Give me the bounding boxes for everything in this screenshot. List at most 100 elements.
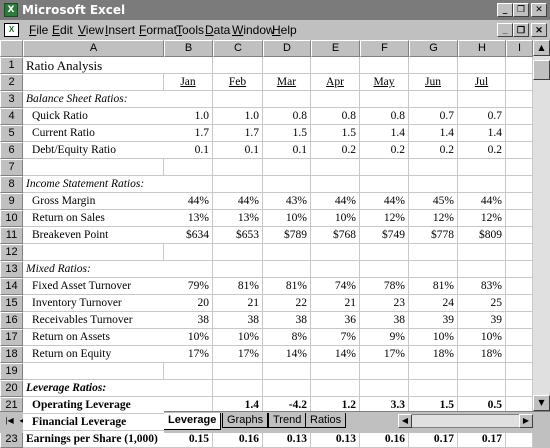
cell-F5[interactable]: 1.4 — [360, 125, 409, 142]
cell-D6[interactable]: 0.1 — [263, 142, 311, 159]
cell-F8[interactable] — [360, 176, 409, 193]
row-header-4[interactable]: 4 — [0, 108, 23, 125]
cell-I1[interactable] — [506, 57, 533, 74]
cell-E4[interactable]: 0.8 — [311, 108, 360, 125]
menu-insert[interactable]: Insert — [105, 23, 136, 37]
column-header-G[interactable]: G — [409, 40, 458, 57]
cell-F16[interactable]: 38 — [360, 312, 409, 329]
cell-F20[interactable] — [360, 380, 409, 397]
cell-H3[interactable] — [458, 91, 506, 108]
cell-D20[interactable] — [263, 380, 311, 397]
cell-D18[interactable]: 14% — [263, 346, 311, 363]
cell-C16[interactable]: 38 — [213, 312, 263, 329]
cell-F14[interactable]: 78% — [360, 278, 409, 295]
cell-I17[interactable] — [506, 329, 533, 346]
cell-E3[interactable] — [311, 91, 360, 108]
column-header-I[interactable]: I — [506, 40, 533, 57]
close-icon[interactable]: ✕ — [531, 3, 547, 17]
cell-E11[interactable]: $768 — [311, 227, 360, 244]
cell-F15[interactable]: 23 — [360, 295, 409, 312]
cell-A18[interactable]: Return on Equity — [23, 346, 164, 363]
cell-F18[interactable]: 17% — [360, 346, 409, 363]
cell-G20[interactable] — [409, 380, 458, 397]
cell-A8[interactable]: Income Statement Ratios: — [23, 176, 164, 193]
cell-D5[interactable]: 1.5 — [263, 125, 311, 142]
cell-A10[interactable]: Return on Sales — [23, 210, 164, 227]
cell-C6[interactable]: 0.1 — [213, 142, 263, 159]
row-header-14[interactable]: 14 — [0, 278, 23, 295]
cell-C7[interactable] — [213, 159, 263, 176]
cell-D3[interactable] — [263, 91, 311, 108]
cell-C20[interactable] — [213, 380, 263, 397]
cell-F4[interactable]: 0.8 — [360, 108, 409, 125]
sheet-tab-leverage[interactable]: Leverage — [163, 413, 222, 430]
cell-G9[interactable]: 45% — [409, 193, 458, 210]
cell-A15[interactable]: Inventory Turnover — [23, 295, 164, 312]
cell-A5[interactable]: Current Ratio — [23, 125, 164, 142]
cell-D4[interactable]: 0.8 — [263, 108, 311, 125]
cell-C18[interactable]: 17% — [213, 346, 263, 363]
cell-A6[interactable]: Debt/Equity Ratio — [23, 142, 164, 159]
cell-H2[interactable]: Jul — [458, 74, 506, 91]
cell-A4[interactable]: Quick Ratio — [23, 108, 164, 125]
cell-A11[interactable]: Breakeven Point — [23, 227, 164, 244]
cell-C11[interactable]: $653 — [213, 227, 263, 244]
cell-A16[interactable]: Receivables Turnover — [23, 312, 164, 329]
cell-I14[interactable] — [506, 278, 533, 295]
cell-I7[interactable] — [506, 159, 533, 176]
cell-C3[interactable] — [213, 91, 263, 108]
cell-I3[interactable] — [506, 91, 533, 108]
cell-D1[interactable] — [263, 57, 311, 74]
cell-H7[interactable] — [458, 159, 506, 176]
column-header-B[interactable]: B — [164, 40, 213, 57]
menu-data[interactable]: Data — [205, 23, 231, 37]
cell-E1[interactable] — [311, 57, 360, 74]
cell-I2[interactable] — [506, 74, 533, 91]
row-header-8[interactable]: 8 — [0, 176, 23, 193]
menu-edit[interactable]: Edit — [52, 23, 73, 37]
cell-I12[interactable] — [506, 244, 533, 261]
cell-I13[interactable] — [506, 261, 533, 278]
cell-G13[interactable] — [409, 261, 458, 278]
cell-A17[interactable]: Return on Assets — [23, 329, 164, 346]
restore-icon[interactable]: ❐ — [513, 3, 529, 17]
row-header-21[interactable]: 21 — [0, 397, 23, 414]
cell-F23[interactable]: 0.16 — [360, 431, 409, 448]
cell-B18[interactable]: 17% — [164, 346, 213, 363]
cell-D12[interactable] — [263, 244, 311, 261]
cell-B19[interactable] — [164, 363, 213, 380]
cell-B5[interactable]: 1.7 — [164, 125, 213, 142]
cell-I19[interactable] — [506, 363, 533, 380]
cell-B20[interactable] — [164, 380, 213, 397]
cell-E6[interactable]: 0.2 — [311, 142, 360, 159]
cell-D15[interactable]: 22 — [263, 295, 311, 312]
cell-H4[interactable]: 0.7 — [458, 108, 506, 125]
cell-H10[interactable]: 12% — [458, 210, 506, 227]
cell-I11[interactable] — [506, 227, 533, 244]
cell-B12[interactable] — [164, 244, 213, 261]
cell-A3[interactable]: Balance Sheet Ratios: — [23, 91, 164, 108]
cell-I6[interactable] — [506, 142, 533, 159]
cell-G3[interactable] — [409, 91, 458, 108]
cell-A21[interactable]: Operating Leverage — [23, 397, 164, 414]
cell-I15[interactable] — [506, 295, 533, 312]
row-header-17[interactable]: 17 — [0, 329, 23, 346]
cell-I18[interactable] — [506, 346, 533, 363]
cell-C14[interactable]: 81% — [213, 278, 263, 295]
scroll-down-icon[interactable]: ▼ — [533, 395, 550, 411]
row-header-7[interactable]: 7 — [0, 159, 23, 176]
cell-I16[interactable] — [506, 312, 533, 329]
cell-G2[interactable]: Jun — [409, 74, 458, 91]
cell-G1[interactable] — [409, 57, 458, 74]
cell-G21[interactable]: 1.5 — [409, 397, 458, 414]
cell-F6[interactable]: 0.2 — [360, 142, 409, 159]
cell-G14[interactable]: 81% — [409, 278, 458, 295]
cell-A7[interactable] — [23, 159, 164, 176]
cell-H23[interactable]: 0.17 — [458, 431, 506, 448]
cell-C23[interactable]: 0.16 — [213, 431, 263, 448]
cell-F2[interactable]: May — [360, 74, 409, 91]
cell-E19[interactable] — [311, 363, 360, 380]
cell-D8[interactable] — [263, 176, 311, 193]
cell-C19[interactable] — [213, 363, 263, 380]
menu-file[interactable]: File — [29, 23, 49, 37]
